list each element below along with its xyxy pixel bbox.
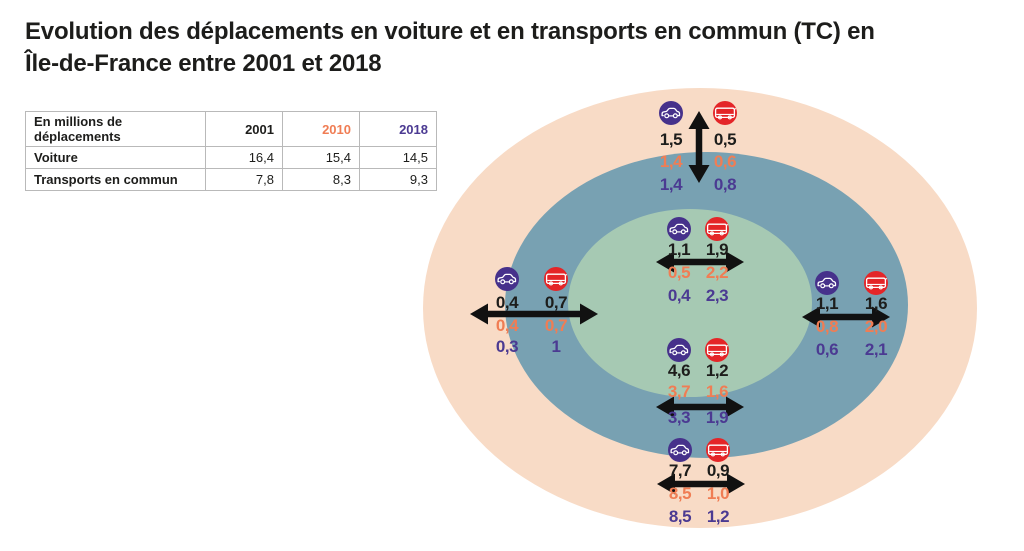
cell-tc-2001: 7,8 [205, 168, 283, 191]
tc-value-2001: 1,2 [705, 361, 729, 380]
row-label: Transports en commun [25, 168, 206, 191]
table-header-2018: 2018 [359, 111, 437, 147]
bus-icon [698, 338, 736, 362]
tc-value-2001: 0,7 [544, 293, 568, 312]
page-title: Evolution des déplacements en voiture et… [25, 16, 1005, 80]
car-value-2010: 3,7 [667, 382, 691, 401]
car-value-2001: 4,6 [667, 361, 691, 380]
tc-value-2018: 0,8 [713, 175, 737, 194]
car-value-2018: 0,3 [495, 337, 519, 356]
tc-value-2010: 2,0 [864, 317, 888, 336]
car-icon [485, 267, 529, 291]
data-table: En millions de déplacements 2001 2010 20… [25, 111, 437, 191]
car-icon [805, 271, 849, 295]
table-row-voiture: Voiture 16,4 15,4 14,5 [25, 146, 437, 169]
tc-value-2010: 0,7 [544, 316, 568, 335]
tc-value-2001: 0,5 [713, 130, 737, 149]
car-value-2010: 0,8 [815, 317, 839, 336]
tc-value-2010: 1,6 [705, 382, 729, 401]
tc-value-2001: 0,9 [706, 461, 730, 480]
tc-value-2001: 1,6 [864, 294, 888, 313]
bus-icon [698, 217, 736, 241]
car-value-2001: 7,7 [668, 461, 692, 480]
car-value-2018: 0,6 [815, 340, 839, 359]
car-icon [661, 438, 699, 462]
bus-icon [534, 267, 578, 291]
tc-value-2018: 2,1 [864, 340, 888, 359]
tc-value-2018: 1,9 [705, 408, 729, 427]
car-value-2018: 3,3 [667, 408, 691, 427]
tc-value-2018: 1,2 [706, 507, 730, 526]
tc-value-2010: 1,0 [706, 484, 730, 503]
car-value-2010: 8,5 [668, 484, 692, 503]
table-header-row: En millions de déplacements 2001 2010 20… [25, 111, 437, 147]
table-header-unit: En millions de déplacements [25, 111, 206, 147]
page-title-line-2: Île-de-France entre 2001 et 2018 [25, 50, 382, 77]
tc-value-2001: 1,9 [705, 240, 729, 259]
tc-value-2010: 2,2 [705, 263, 729, 282]
tc-value-2018: 1 [551, 337, 561, 356]
car-icon [660, 217, 698, 241]
table-header-2010: 2010 [282, 111, 360, 147]
bus-icon [699, 438, 737, 462]
car-value-2001: 1,1 [667, 240, 691, 259]
car-value-2018: 1,4 [659, 175, 683, 194]
bus-icon [854, 271, 898, 295]
tc-value-2010: 0,6 [713, 152, 737, 171]
car-value-2001: 1,5 [659, 130, 683, 149]
table-row-tc: Transports en commun 7,8 8,3 9,3 [25, 168, 437, 191]
tc-value-2018: 2,3 [705, 286, 729, 305]
car-value-2010: 0,4 [495, 316, 519, 335]
bus-icon [703, 101, 747, 125]
page-title-line-1: Evolution des déplacements en voiture et… [25, 18, 875, 45]
car-value-2010: 0,5 [667, 263, 691, 282]
car-value-2018: 8,5 [668, 507, 692, 526]
cell-tc-2018: 9,3 [359, 168, 437, 191]
car-icon [649, 101, 693, 125]
car-value-2001: 1,1 [815, 294, 839, 313]
car-value-2001: 0,4 [495, 293, 519, 312]
car-value-2018: 0,4 [667, 286, 691, 305]
car-value-2010: 1,4 [659, 152, 683, 171]
zone-inner-ellipse [568, 209, 812, 397]
car-icon [660, 338, 698, 362]
row-label: Voiture [25, 146, 206, 169]
